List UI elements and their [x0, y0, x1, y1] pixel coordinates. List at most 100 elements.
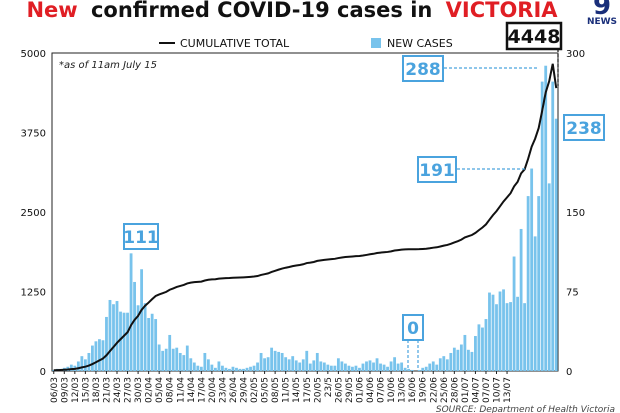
new-cases-bar: [315, 352, 319, 371]
x-tick-label: 26/04: [229, 377, 239, 403]
new-cases-bar: [308, 363, 312, 371]
new-cases-bar: [530, 168, 534, 371]
new-cases-bar: [217, 361, 221, 371]
new-cases-bar: [221, 365, 224, 371]
x-tick-label: 17/04: [197, 377, 207, 403]
x-tick-label: 21/03: [102, 377, 112, 403]
x-tick-label: 14/04: [187, 377, 197, 403]
x-tick-label: 06/03: [50, 377, 60, 403]
new-cases-bar: [259, 352, 263, 371]
new-cases-bar: [213, 367, 217, 371]
new-cases-bar: [161, 350, 165, 371]
total-box: [505, 21, 563, 51]
new-cases-bar: [280, 352, 284, 371]
new-cases-bar: [428, 363, 432, 371]
cumulative-line: [53, 63, 558, 372]
x-tick-label: 25/06: [440, 377, 450, 403]
callout-191-box: [417, 156, 457, 183]
new-cases-bar: [329, 365, 333, 371]
callout-288-box: [402, 55, 444, 82]
new-cases-bar: [263, 358, 266, 371]
new-cases-bar: [108, 299, 112, 371]
x-tick-label: 11/05: [282, 377, 292, 403]
x-tick-label: 09/03: [60, 377, 70, 403]
new-cases-bar: [421, 367, 425, 371]
new-cases-bar: [182, 355, 186, 371]
new-cases-bar: [228, 368, 231, 371]
new-cases-bar: [544, 65, 548, 371]
new-cases-bar: [372, 362, 375, 371]
new-cases-bar: [396, 363, 400, 371]
new-cases-bar: [294, 360, 298, 371]
new-cases-bar: [505, 303, 509, 371]
new-cases-bar: [312, 360, 316, 371]
new-cases-bar: [235, 367, 238, 371]
new-cases-bar: [459, 344, 463, 371]
new-cases-bar: [393, 357, 397, 371]
new-cases-bar: [488, 292, 491, 371]
new-cases-bar: [175, 347, 179, 371]
title-new: New: [26, 0, 77, 22]
new-cases-bar: [147, 318, 151, 371]
new-cases-bar: [365, 361, 368, 371]
chart-title: New confirmed COVID-19 cases in VICTORIA: [26, 0, 558, 22]
x-tick-label: 15/03: [81, 377, 91, 403]
new-cases-bar: [129, 253, 133, 371]
new-cases-bar: [192, 362, 196, 371]
new-cases-bar: [76, 361, 80, 371]
callout-191: 191: [419, 161, 455, 181]
x-tick-label: 08/04: [166, 377, 176, 403]
callout-0-box: [402, 314, 424, 341]
x-tick-label: 26/05: [334, 377, 344, 403]
new-cases-bar: [245, 367, 249, 371]
new-cases-bar: [91, 345, 94, 371]
new-cases-bar: [400, 362, 404, 371]
new-cases-bar: [403, 367, 407, 371]
new-cases-bar: [94, 341, 98, 371]
new-cases-bar: [351, 366, 354, 371]
new-cases-bar: [481, 327, 484, 371]
new-cases-bar: [551, 81, 555, 372]
new-cases-bar: [452, 347, 456, 371]
new-cases-bar: [69, 364, 73, 371]
callout-238-box: [563, 114, 605, 141]
new-cases-bar: [417, 369, 421, 371]
new-cases-bar: [463, 334, 467, 371]
new-cases-bar: [361, 363, 365, 371]
title-victoria: VICTORIA: [446, 0, 559, 22]
new-cases-bar: [126, 312, 129, 371]
new-cases-bar: [368, 360, 372, 371]
new-cases-bar: [466, 349, 470, 371]
new-cases-bar: [540, 81, 544, 372]
y-left-tick-label: 1250: [21, 288, 46, 299]
x-tick-label: 24/03: [113, 377, 123, 403]
new-cases-bar: [509, 302, 512, 371]
new-cases-bar: [512, 256, 516, 371]
new-cases-bar: [105, 316, 108, 371]
new-cases-bar: [101, 340, 105, 371]
left-axis: 0 1250 2500 3750 5000: [21, 49, 46, 378]
new-cases-bar: [164, 348, 168, 371]
new-cases-bar: [206, 359, 210, 371]
x-tick-label: 11/04: [176, 377, 186, 403]
y-left-tick-label: 5000: [21, 49, 46, 60]
x-tick-label: 18/03: [92, 377, 102, 403]
new-cases-bar: [83, 359, 87, 371]
callout-288: 288: [405, 60, 441, 80]
new-cases-bar: [133, 281, 136, 371]
new-cases-bar: [178, 352, 182, 371]
new-cases-bar: [449, 352, 453, 371]
new-cases-bar: [322, 362, 326, 371]
new-cases-bar: [474, 336, 477, 371]
new-cases-bar: [171, 348, 175, 371]
x-tick-label: 07/07: [482, 377, 492, 403]
x-tick-label: 20/04: [208, 377, 218, 403]
legend-new-cases-label: NEW CASES: [387, 37, 453, 50]
new-cases-bar: [301, 359, 305, 371]
new-cases-bar: [554, 118, 558, 371]
x-tick-label: 02/05: [250, 377, 260, 403]
new-cases-bar: [502, 289, 505, 371]
y-left-tick-label: 3750: [21, 129, 46, 140]
new-cases-bar: [516, 296, 519, 371]
new-cases-bar: [143, 303, 147, 371]
